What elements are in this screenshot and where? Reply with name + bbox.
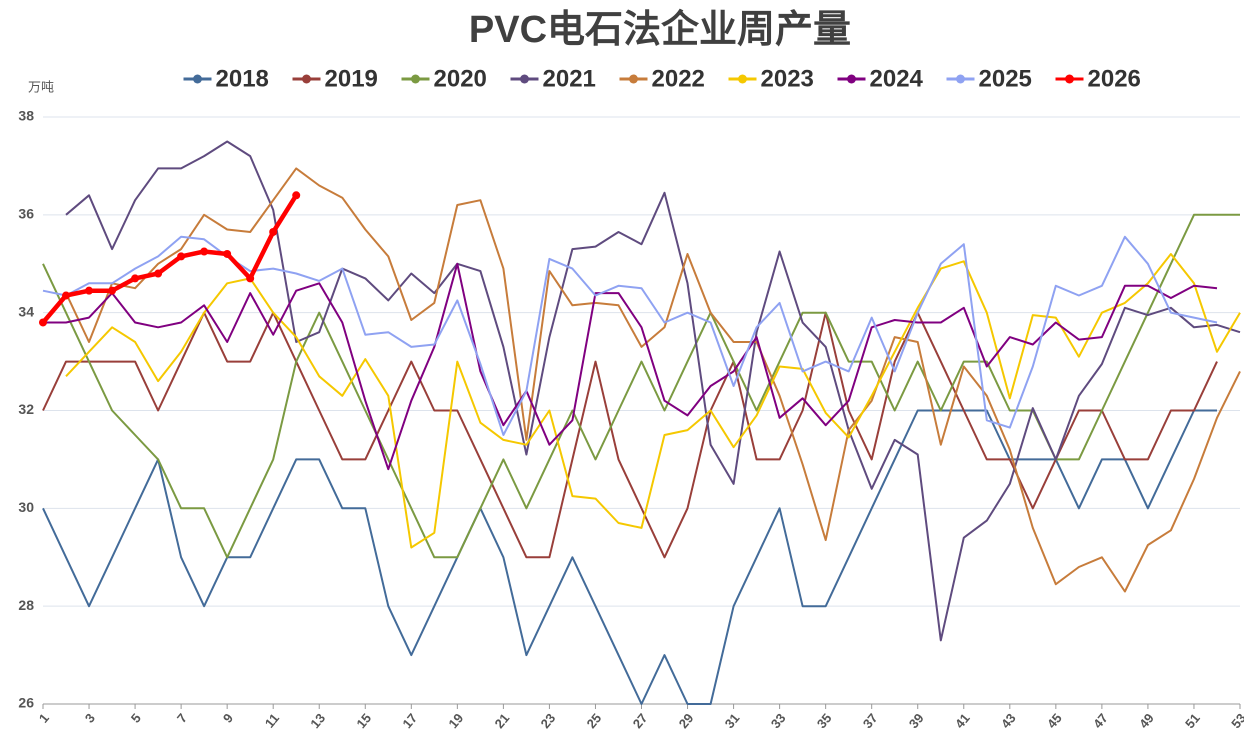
legend-marker [956,74,965,84]
series-line [42,167,1241,593]
legend-label: 2019 [325,65,378,92]
x-tick-label: 21 [492,710,513,731]
x-tick-label: 17 [399,710,420,731]
x-tick-label: 13 [307,710,328,731]
y-tick-label: 30 [18,499,34,515]
y-axis-label: 万吨 [28,79,54,94]
point [39,318,47,327]
series-line [42,311,1218,559]
legend-label: 2018 [216,65,269,92]
y-tick-label: 38 [18,108,34,124]
x-tick-label: 35 [814,710,835,731]
legend-label: 2022 [652,65,705,92]
x-tick-label: 47 [1090,710,1111,731]
x-tick-label: 53 [1228,710,1244,731]
y-tick-label: 34 [18,303,34,319]
x-tick-label: 19 [445,710,466,731]
x-tick-label: 9 [220,710,236,725]
legend-marker [520,74,529,84]
x-tick-label: 11 [262,710,282,730]
x-tick-label: 33 [768,710,789,731]
x-tick-label: 49 [1136,710,1157,731]
x-tick-label: 37 [860,710,881,731]
x-tick-label: 15 [353,710,374,731]
point [246,274,255,283]
series-line [42,409,1217,705]
point [177,252,186,261]
series-line [43,262,1218,471]
point [292,191,301,200]
legend-label: 2021 [543,65,596,92]
legend-marker [738,74,747,84]
point [200,247,209,256]
point [154,269,163,278]
x-tick-label: 25 [584,710,605,731]
x-tick-label: 5 [128,710,144,725]
x-tick-label: 23 [538,710,559,731]
series-line [42,235,1218,436]
chart-title: PVC电石法企业周产量 [469,8,851,51]
x-tick-label: 39 [906,710,927,731]
legend-marker [411,74,420,84]
point [62,291,71,300]
series-line [42,213,1240,559]
point [269,227,278,236]
x-tick-label: 45 [1044,710,1065,731]
legend-label: 2026 [1088,65,1141,92]
x-tick-label: 27 [630,710,651,731]
point [108,286,117,295]
point [131,274,140,283]
legend-label: 2020 [434,65,487,92]
x-tick-label: 51 [1182,710,1203,731]
y-tick-label: 28 [18,597,34,613]
x-tick-label: 41 [952,710,973,731]
legend-label: 2025 [979,65,1032,92]
x-tick-label: 29 [676,710,697,731]
legend-marker [193,74,202,84]
x-tick-label: 43 [998,710,1019,731]
legend-marker [1065,74,1074,84]
series-line [65,253,1241,549]
y-tick-label: 26 [18,695,34,711]
series-line [65,140,1241,642]
legend-label: 2023 [761,65,814,92]
x-tick-label: 3 [82,710,98,725]
legend-marker [629,74,638,84]
legend-marker [847,74,856,84]
point [223,249,232,258]
legend-marker [302,74,311,84]
y-tick-label: 32 [18,401,34,417]
x-tick-label: 31 [722,710,743,731]
x-tick-label: 7 [174,710,190,725]
point [85,286,94,295]
legend-label: 2024 [870,65,924,92]
y-tick-label: 36 [18,206,34,222]
x-tick-label: 1 [36,710,52,725]
